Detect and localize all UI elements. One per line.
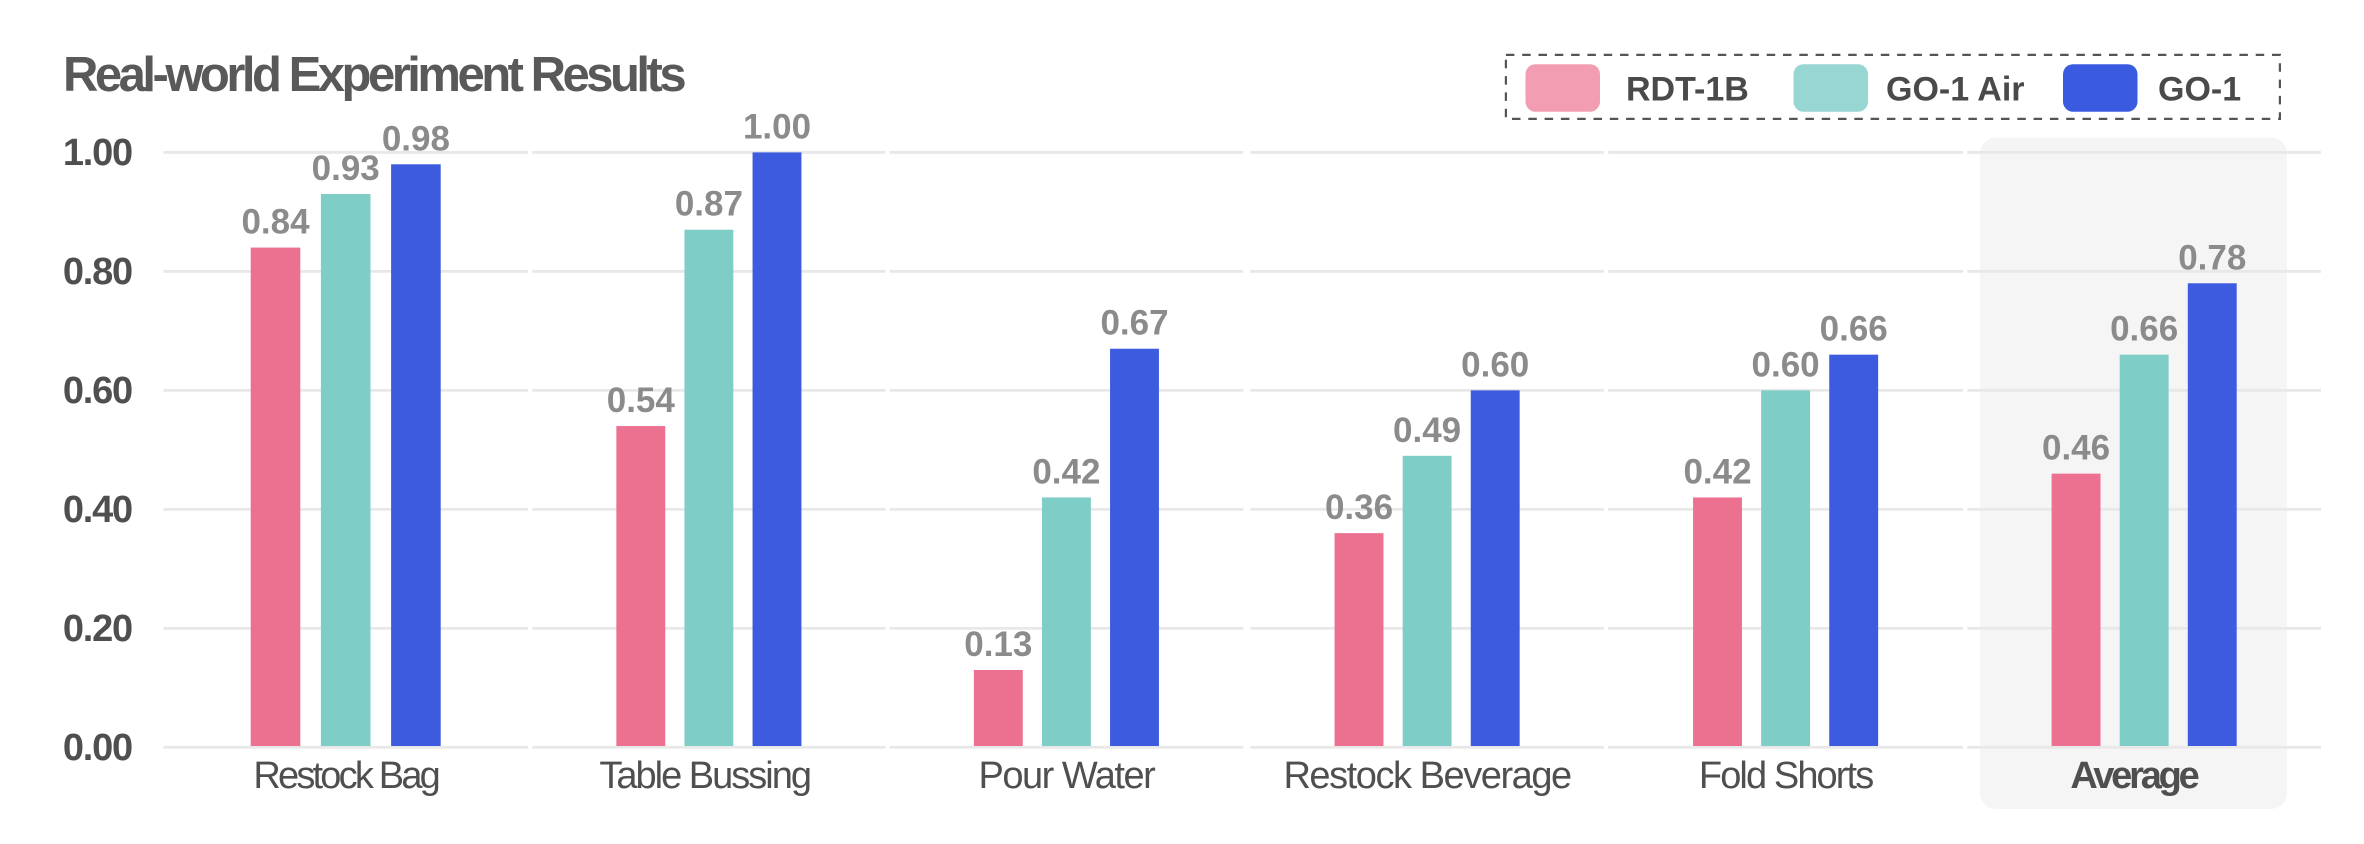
svg-text:Real-world Experiment Results: Real-world Experiment Results: [63, 48, 685, 102]
svg-text:0.46: 0.46: [2042, 429, 2110, 468]
svg-text:GO-1 Air: GO-1 Air: [1886, 71, 2025, 109]
svg-text:0.87: 0.87: [675, 185, 743, 224]
svg-text:0.60: 0.60: [63, 370, 132, 412]
svg-text:1.00: 1.00: [63, 132, 132, 174]
svg-text:0.54: 0.54: [607, 381, 676, 420]
svg-text:Restock Bag: Restock Bag: [253, 755, 438, 797]
svg-text:Table Bussing: Table Bussing: [599, 755, 810, 797]
svg-text:RDT-1B: RDT-1B: [1626, 71, 1749, 109]
svg-text:0.67: 0.67: [1100, 304, 1168, 343]
svg-text:0.84: 0.84: [241, 203, 310, 242]
svg-text:0.98: 0.98: [382, 119, 450, 158]
svg-text:Fold Shorts: Fold Shorts: [1699, 755, 1873, 797]
svg-text:0.00: 0.00: [63, 727, 132, 769]
svg-text:0.42: 0.42: [1032, 452, 1100, 491]
svg-text:0.80: 0.80: [63, 251, 132, 293]
svg-text:Average: Average: [2070, 755, 2198, 797]
svg-text:Pour Water: Pour Water: [979, 755, 1157, 797]
svg-text:GO-1: GO-1: [2158, 71, 2241, 109]
svg-text:0.66: 0.66: [1820, 310, 1888, 349]
svg-text:0.36: 0.36: [1325, 488, 1393, 527]
svg-text:1.00: 1.00: [743, 107, 811, 146]
svg-text:Restock Beverage: Restock Beverage: [1283, 755, 1571, 797]
svg-text:0.49: 0.49: [1393, 411, 1461, 450]
svg-text:0.42: 0.42: [1683, 452, 1751, 491]
svg-text:0.60: 0.60: [1461, 345, 1529, 384]
svg-text:0.13: 0.13: [964, 625, 1032, 664]
svg-text:0.78: 0.78: [2178, 238, 2246, 277]
svg-text:0.40: 0.40: [63, 489, 132, 531]
svg-text:0.93: 0.93: [312, 149, 380, 188]
svg-text:0.60: 0.60: [1752, 345, 1820, 384]
svg-text:0.20: 0.20: [63, 608, 132, 650]
svg-text:0.66: 0.66: [2110, 310, 2178, 349]
